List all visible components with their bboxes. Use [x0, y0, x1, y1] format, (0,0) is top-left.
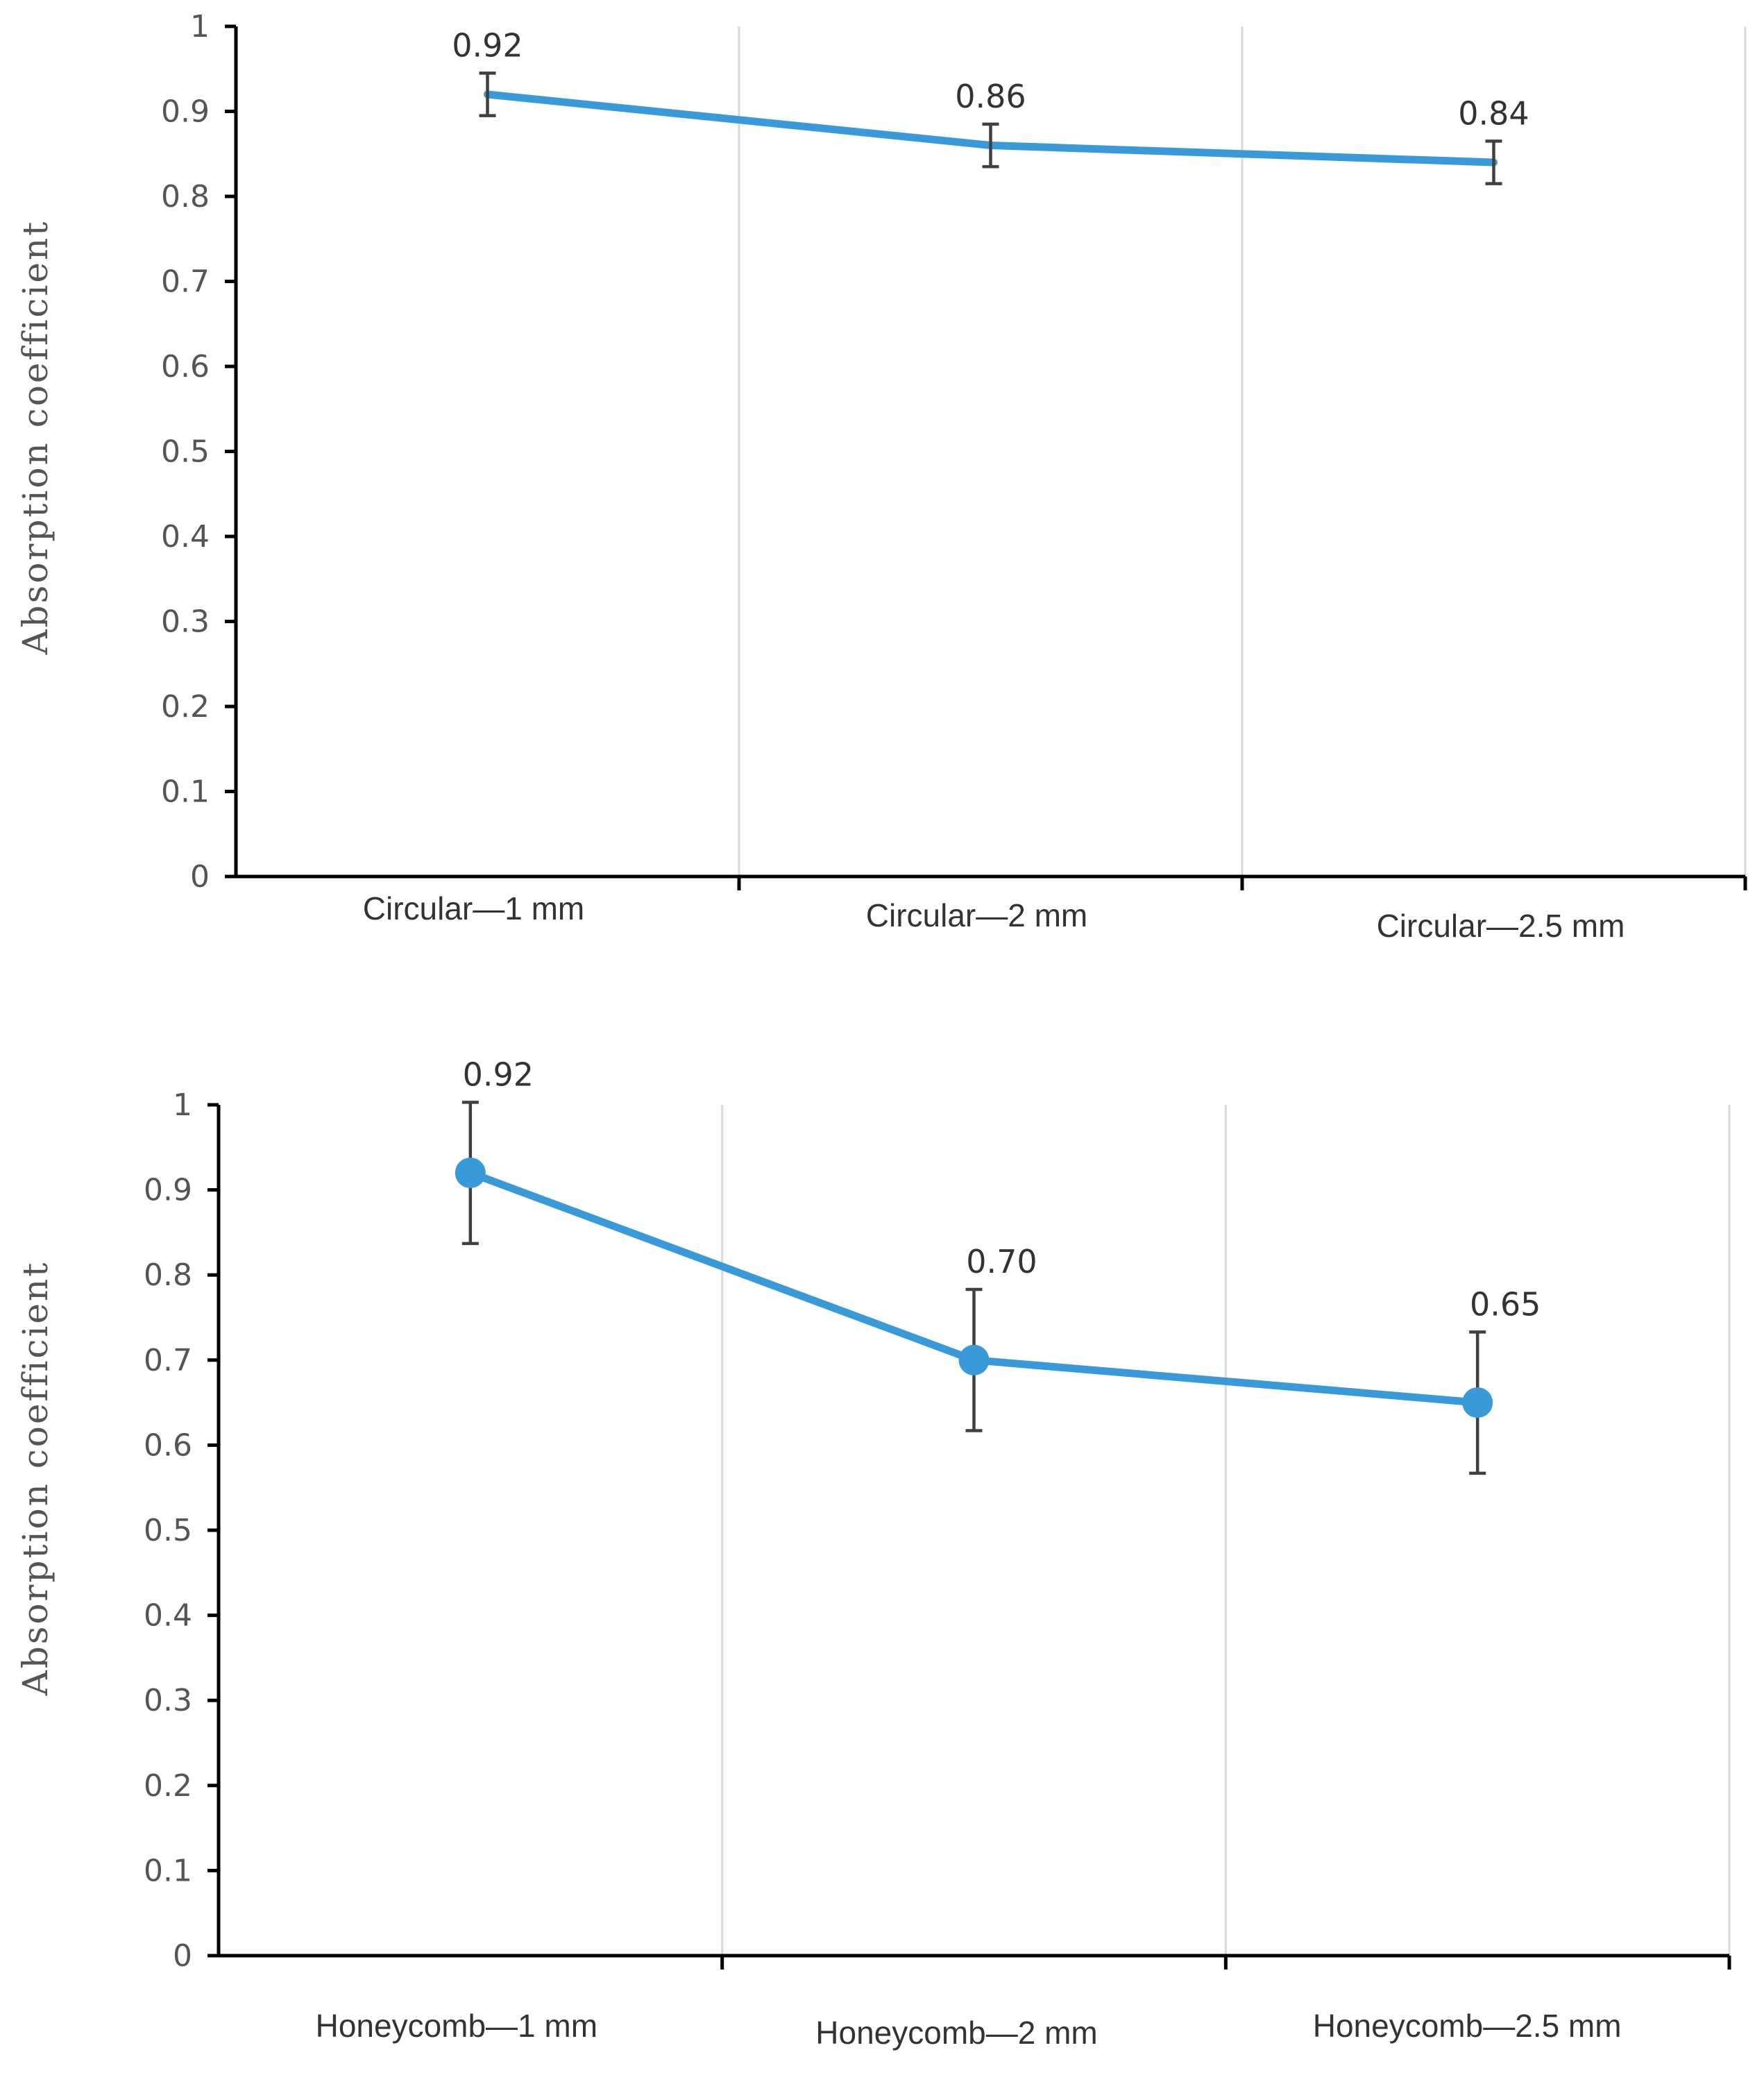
y-tick-label: 0.3 [161, 604, 210, 640]
y-tick-label: 0.9 [144, 1173, 192, 1208]
y-tick-label: 0.4 [161, 519, 210, 554]
y-tick-label: 0.3 [144, 1683, 192, 1718]
y-axis-title: Absorption coefficient [15, 220, 56, 656]
data-label: 0.70 [966, 1243, 1037, 1280]
x-category-label: Honeycomb—2.5 mm [1313, 2008, 1622, 2044]
y-axis-title: Absorption coefficient [15, 1261, 56, 1697]
y-tick-label: 0.8 [144, 1257, 192, 1293]
data-point [455, 1158, 486, 1189]
data-label: 0.65 [1470, 1285, 1541, 1323]
x-category-label: Honeycomb—2 mm [815, 2015, 1097, 2051]
y-tick-label: 0.7 [144, 1343, 192, 1378]
data-label: 0.92 [452, 26, 523, 64]
x-category-label: Honeycomb—1 mm [316, 2008, 597, 2044]
y-tick-label: 0.8 [161, 179, 210, 214]
y-tick-label: 0.7 [161, 264, 210, 300]
chart-circular: 0 0.1 0.2 0.3 0.4 0.5 0.6 0.7 0.8 0.9 1 Circular—1 … [15, 9, 1747, 944]
y-tick-label: 0.4 [144, 1598, 192, 1634]
y-tick-label: 0.1 [161, 774, 210, 810]
y-tick-label: 0 [190, 859, 210, 895]
y-tick-label: 0.2 [144, 1768, 192, 1804]
y-tick-label: 0 [173, 1938, 192, 1974]
y-tick-label: 0.5 [144, 1513, 192, 1548]
data-label: 0.92 [463, 1056, 534, 1093]
data-point [958, 1344, 990, 1375]
x-category-label: Circular—2.5 mm [1377, 908, 1625, 944]
chart-honeycomb: 0 0.1 0.2 0.3 0.4 0.5 0.6 0.7 0.8 0.9 1 Honeycomb—1… [15, 1056, 1731, 2051]
y-tick-label: 1 [173, 1087, 192, 1123]
data-label: 0.84 [1458, 94, 1529, 132]
y-tick-label: 1 [190, 9, 210, 44]
x-category-label: Circular—1 mm [363, 890, 584, 926]
y-tick-label: 0.6 [144, 1428, 192, 1463]
data-point [1462, 1387, 1493, 1418]
y-tick-label: 0.1 [144, 1853, 192, 1888]
y-tick-label: 0.6 [161, 349, 210, 384]
x-category-label: Circular—2 mm [866, 897, 1087, 933]
y-tick-label: 0.9 [161, 94, 210, 130]
y-tick-label: 0.5 [161, 434, 210, 470]
data-label: 0.86 [955, 78, 1026, 115]
y-tick-label: 0.2 [161, 689, 210, 725]
